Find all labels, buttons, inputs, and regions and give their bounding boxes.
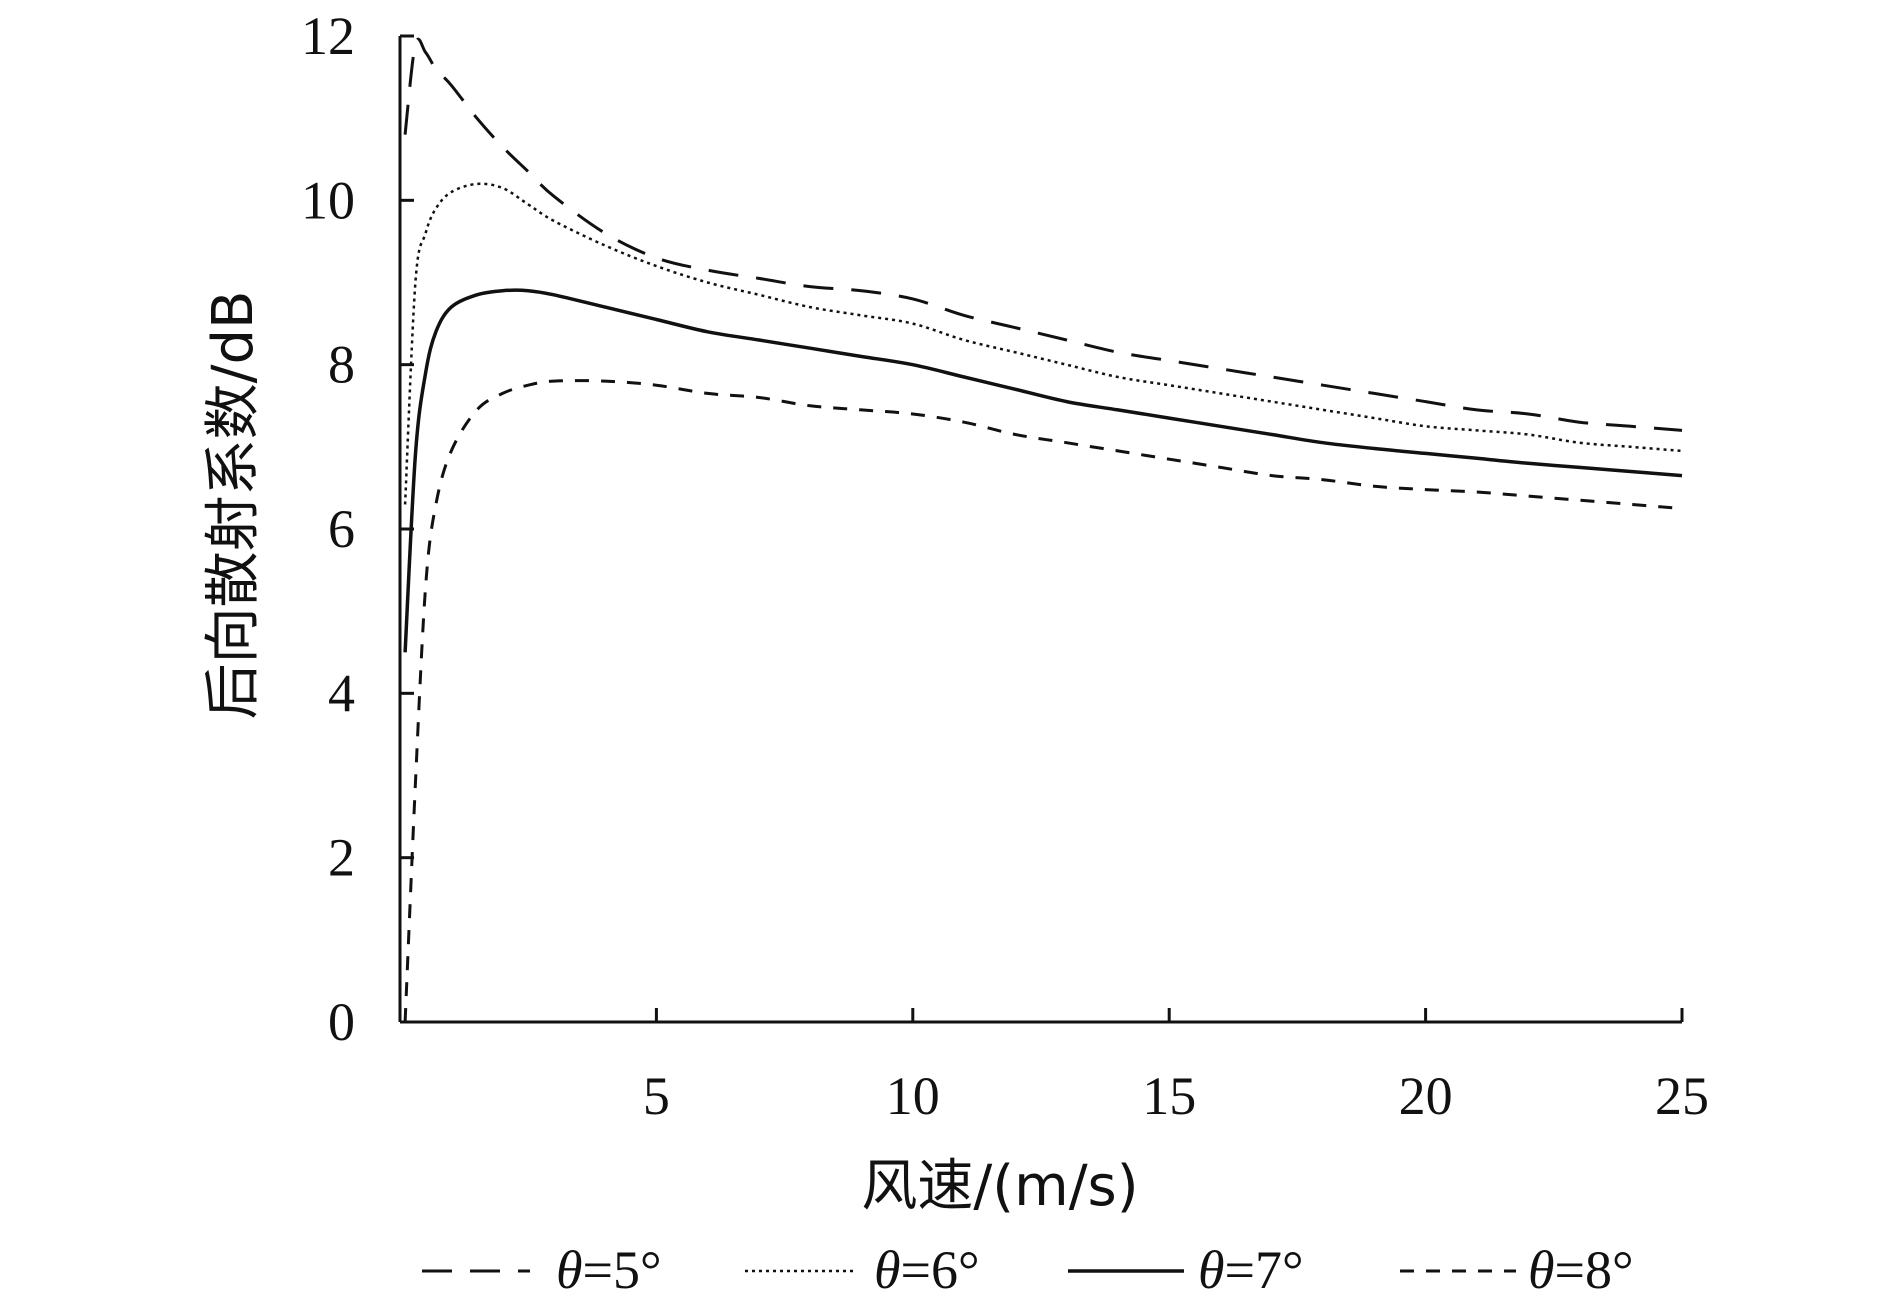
legend-label: θ=7°: [1198, 1240, 1304, 1300]
y-tick-label: 8: [328, 335, 355, 395]
y-tick-label: 4: [328, 663, 355, 723]
y-axis-title: 后向散射系数/dB: [201, 291, 266, 720]
x-tick-label: 5: [643, 1066, 670, 1126]
x-tick-label: 15: [1142, 1066, 1196, 1126]
x-tick-label: 25: [1655, 1066, 1709, 1126]
series-line-1: [403, 37, 1683, 432]
x-tick-label: 20: [1399, 1066, 1453, 1126]
legend-item: θ=8°: [1400, 1240, 1634, 1300]
series-line-2: [403, 182, 1683, 505]
x-axis-title: 风速/(m/s): [861, 1154, 1138, 1219]
axes: 0 2 4 6 8 10 12 5 10 15 20 25: [301, 6, 1709, 1126]
y-tick-label: 12: [301, 6, 355, 66]
y-tick-label: 0: [328, 992, 355, 1052]
legend-label: θ=5°: [556, 1240, 662, 1300]
legend-item: θ=6°: [745, 1240, 980, 1300]
legend-label: θ=8°: [1528, 1240, 1634, 1300]
y-tick-label: 10: [301, 170, 355, 230]
series-line-4: [403, 379, 1683, 1023]
legend-item: θ=5°: [422, 1240, 662, 1300]
y-tick-label: 2: [328, 828, 355, 888]
x-tick-label: 10: [886, 1066, 940, 1126]
legend-item: θ=7°: [1068, 1240, 1304, 1300]
series-line-3: [403, 288, 1683, 653]
legend: θ=5° θ=6° θ=7° θ=8°: [422, 1240, 1634, 1300]
series-layer: [403, 37, 1683, 1023]
y-tick-label: 6: [328, 499, 355, 559]
legend-label: θ=6°: [874, 1240, 980, 1300]
